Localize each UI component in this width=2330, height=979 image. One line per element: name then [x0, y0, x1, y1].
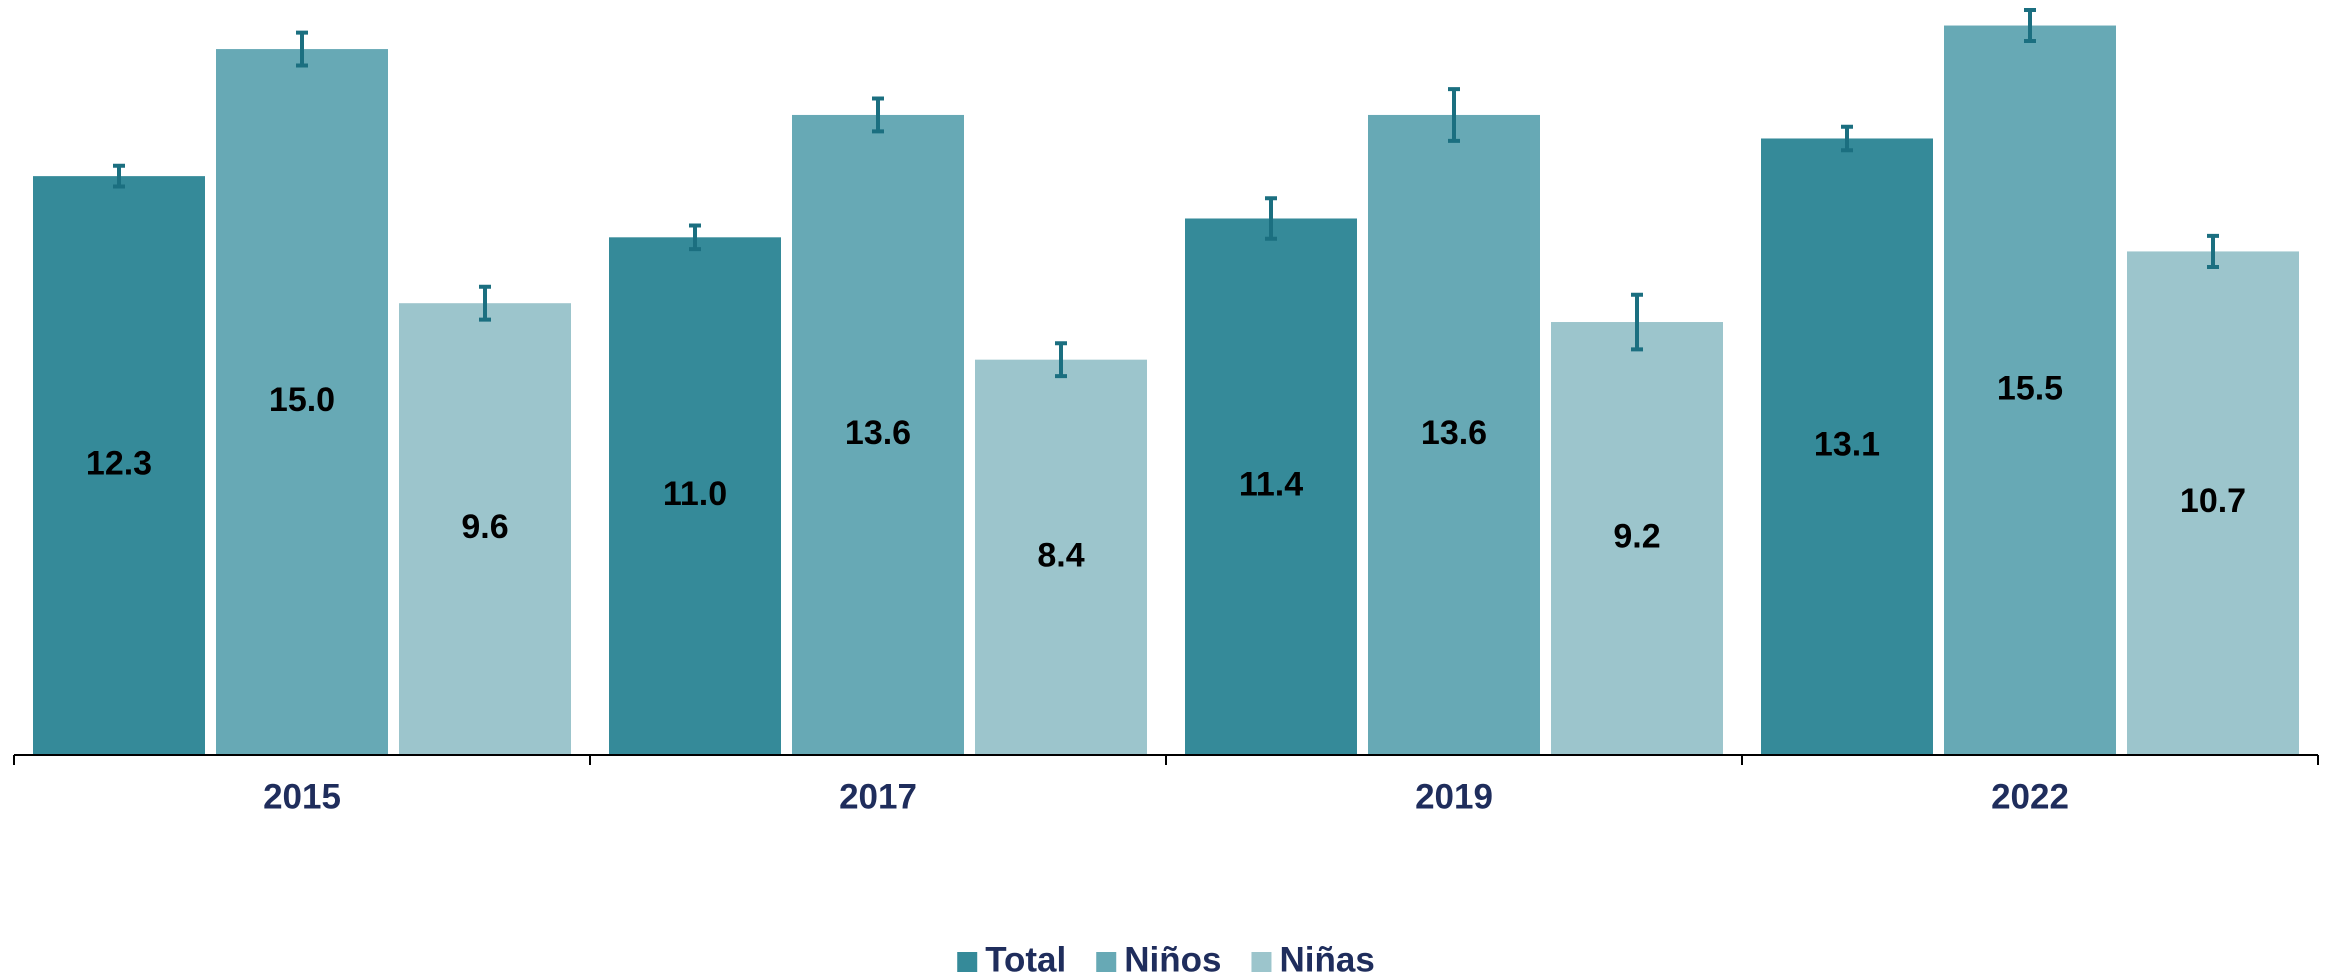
bar — [609, 237, 781, 755]
error-bar — [689, 223, 701, 252]
value-label: 8.4 — [1037, 536, 1084, 574]
value-label: 9.2 — [1613, 517, 1660, 555]
x-tick-label: 2017 — [839, 777, 917, 816]
legend-label: Niños — [1124, 940, 1221, 979]
value-label: 10.7 — [2180, 482, 2246, 520]
legend-swatch — [1251, 952, 1272, 972]
x-tick-label: 2015 — [263, 777, 341, 816]
error-bar — [296, 30, 308, 68]
bar — [33, 176, 205, 756]
bar — [1761, 138, 1933, 755]
bar — [975, 359, 1147, 755]
error-bar — [479, 284, 491, 322]
value-label: 13.1 — [1814, 426, 1880, 464]
legend-swatch — [1096, 952, 1117, 972]
error-bar — [2024, 8, 2036, 44]
bar — [1551, 322, 1723, 755]
bar — [792, 114, 964, 755]
x-tick-label: 2022 — [1991, 777, 2069, 816]
value-label: 9.6 — [461, 508, 508, 546]
error-bar — [1448, 87, 1460, 143]
error-bar — [872, 96, 884, 134]
bar — [1185, 218, 1357, 756]
error-bar — [1841, 124, 1853, 153]
error-bar — [1631, 292, 1643, 352]
legend-label: Total — [985, 940, 1066, 979]
error-bar — [113, 163, 125, 189]
value-label: 15.0 — [269, 381, 335, 419]
value-label: 11.0 — [663, 475, 727, 513]
bar — [1944, 25, 2116, 755]
bar — [1368, 114, 1540, 755]
value-label: 12.3 — [86, 445, 152, 483]
legend-swatch — [957, 952, 978, 972]
error-bar — [1265, 196, 1277, 241]
value-label: 15.5 — [1997, 369, 2063, 407]
bar — [216, 49, 388, 755]
bar — [2127, 251, 2299, 755]
error-bar — [1055, 341, 1067, 379]
x-tick-label: 2019 — [1415, 777, 1493, 816]
error-bar — [2207, 233, 2219, 269]
legend-label: Niñas — [1279, 940, 1374, 979]
value-label: 13.6 — [845, 414, 911, 452]
bar — [399, 303, 571, 755]
value-label: 13.6 — [1421, 414, 1487, 452]
value-label: 11.4 — [1239, 466, 1303, 504]
